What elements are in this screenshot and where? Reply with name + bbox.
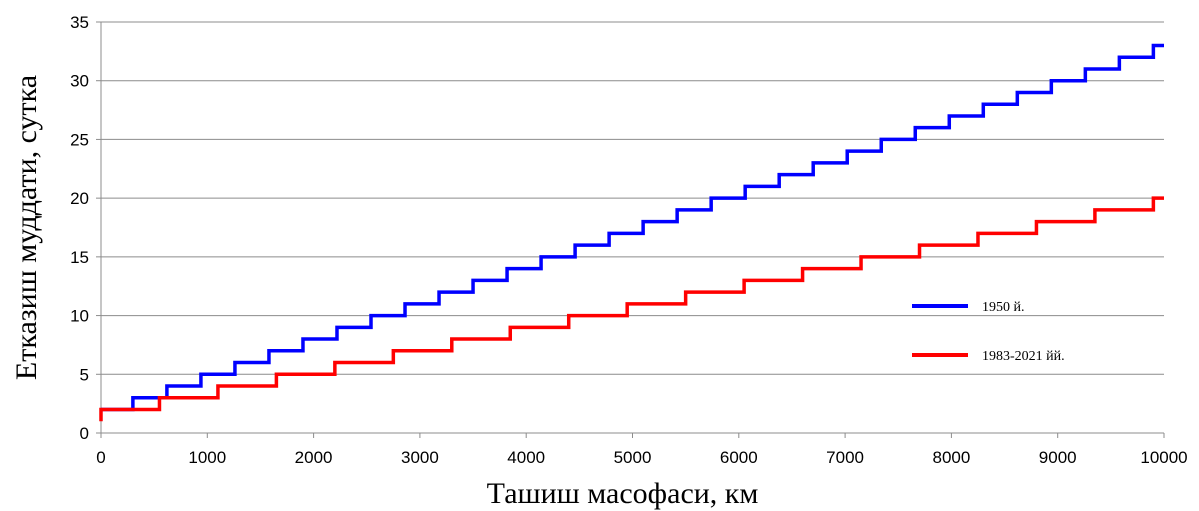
x-tick-label: 1000 [188,448,226,467]
grid [101,21,1164,375]
axes [96,21,1165,438]
x-tick-label: 4000 [507,448,545,467]
x-axis-title: Ташиш масофаси, км [487,477,759,510]
legend-label-2: 1983-2021 йй. [982,349,1065,364]
legend: 1950 й. 1983-2021 йй. [912,300,1065,364]
y-tick-label: 20 [70,189,89,208]
legend-label-1: 1950 й. [982,300,1025,315]
series-line-2 [99,196,1164,422]
y-tick-label: 35 [70,13,89,32]
series-line-1 [101,43,1164,412]
series-group [99,43,1164,422]
y-tick-label: 15 [70,248,89,267]
y-tick-label: 0 [80,424,89,443]
x-tick-label: 8000 [932,448,970,467]
y-tick-label: 30 [70,72,89,91]
x-tick-label: 6000 [720,448,758,467]
x-tick-label: 3000 [401,448,439,467]
y-tick-label: 10 [70,307,89,326]
y-tick-label: 25 [70,130,89,149]
x-tick-label: 10000 [1140,448,1187,467]
x-tick-label: 9000 [1039,448,1077,467]
tick-labels: 0 5 10 15 20 25 30 35 0 1000 2000 3000 4000 5000 6000 7… [70,13,1188,467]
x-tick-label: 2000 [295,448,333,467]
x-tick-label: 7000 [826,448,864,467]
y-axis-title: Етказиш муддати, сутка [10,75,43,380]
x-tick-label: 0 [96,448,105,467]
y-tick-label: 5 [80,365,89,384]
x-tick-label: 5000 [614,448,652,467]
